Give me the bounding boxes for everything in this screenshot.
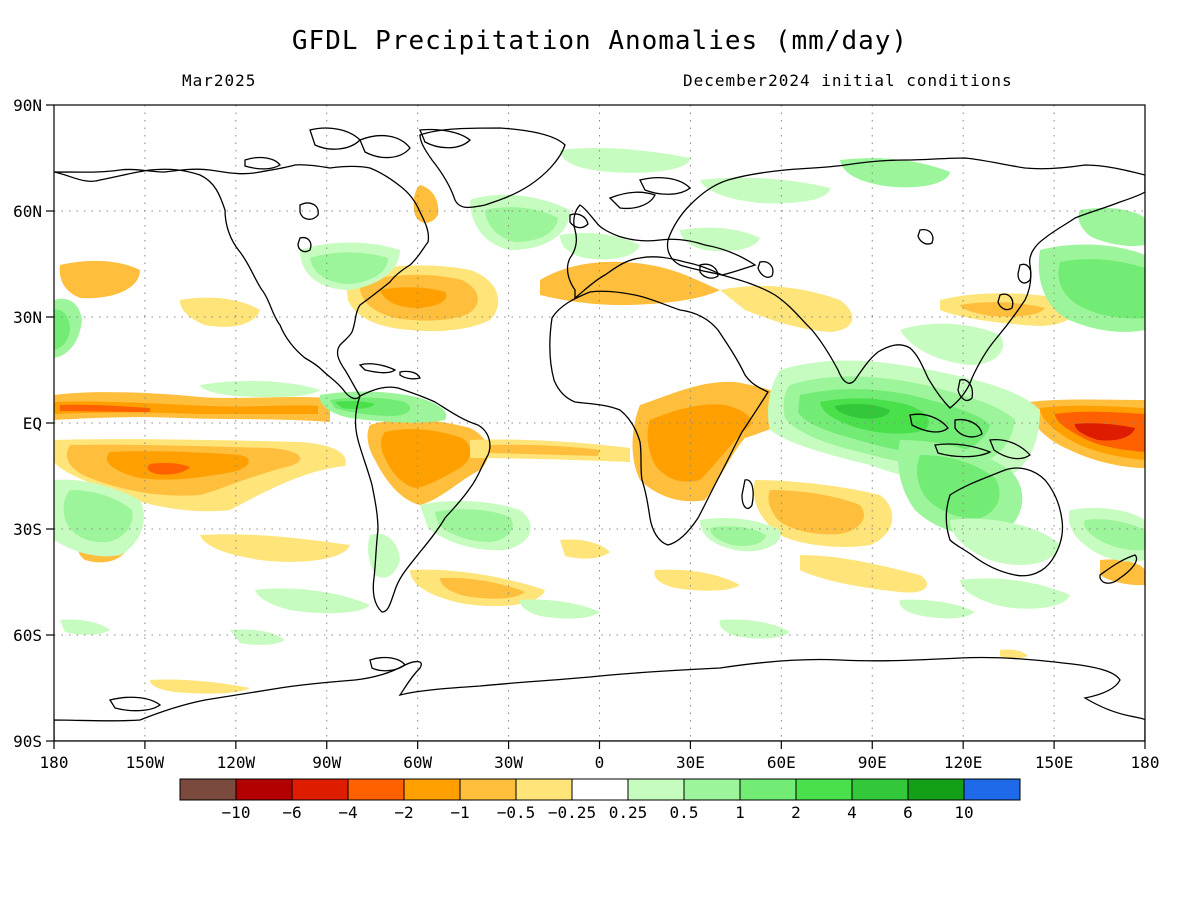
longitude-label: 180 [1131,753,1160,772]
longitude-label: 150E [1035,753,1074,772]
latitude-labels: 90N 60N 30N EQ 30S 60S 90S [13,96,54,751]
longitude-label: 90W [312,753,341,772]
coastline-asia [666,157,1145,409]
colorbar-swatch [179,778,237,801]
colorbar-label: 0.25 [609,803,648,822]
longitude-label: 30W [494,753,523,772]
longitude-label: 180 [40,753,69,772]
coastline-south-america [354,386,491,613]
longitude-label: 150W [126,753,165,772]
colorbar-swatch [347,778,405,801]
chart-title: GFDL Precipitation Anomalies (mm/day) [291,26,909,56]
colorbar-label: 0.5 [670,803,699,822]
colorbar-label: −1 [450,803,469,822]
colorbar-swatch [571,778,629,801]
wet-anomalies [54,147,1145,645]
colorbar-swatch [403,778,461,801]
colorbar-swatch [291,778,349,801]
colorbar-label: −10 [222,803,251,822]
longitude-labels: 180 150W 120W 90W 60W 30W 0 30E 60E 90E 120E 150E 18… [40,741,1160,772]
colorbar-swatch [963,778,1021,801]
colorbar-label: 4 [847,803,857,822]
longitude-label: 0 [595,753,605,772]
colorbar-label: −0.5 [497,803,536,822]
latitude-label: 90S [13,732,42,751]
colorbar-swatch [907,778,965,801]
colorbar: −10 −6 −4 −2 −1 −0.5 −0.25 0.25 0.5 1 2 4 6 10 [179,778,1021,822]
colorbar-swatch [235,778,293,801]
coastline-antarctica [54,656,1145,741]
longitude-label: 90E [858,753,887,772]
colorbar-label: 2 [791,803,801,822]
colorbar-label: 1 [735,803,745,822]
latitude-label: 30S [13,520,42,539]
colorbar-swatch [683,778,741,801]
colorbar-swatch [627,778,685,801]
coastline-africa [549,290,769,546]
colorbar-swatch [739,778,797,801]
colorbar-label: −6 [282,803,301,822]
latitude-label: 60S [13,626,42,645]
colorbar-swatch [459,778,517,801]
longitude-label: 60E [767,753,796,772]
coastline-north-america [54,164,430,400]
dry-anomalies [54,185,1145,694]
longitude-label: 60W [403,753,432,772]
longitude-label: 120E [944,753,983,772]
colorbar-label: 6 [903,803,913,822]
coastlines [54,127,1145,741]
colorbar-label: 10 [954,803,973,822]
longitude-label: 120W [217,753,256,772]
map-gridlines [54,105,1145,741]
longitude-label: 30E [676,753,705,772]
anomaly-field [54,147,1145,694]
coastline-australia [945,467,1064,577]
coastline-greenland [419,127,566,209]
colorbar-swatch [795,778,853,801]
latitude-label: 60N [13,202,42,221]
colorbar-swatch [851,778,909,801]
coastline-europe [566,204,757,300]
colorbar-label: −2 [394,803,413,822]
colorbar-label: −0.25 [548,803,596,822]
latitude-label: 30N [13,308,42,327]
colorbar-swatch [515,778,573,801]
colorbar-label: −4 [338,803,357,822]
initial-conditions-label: December2024 initial conditions [683,71,1013,90]
latitude-label: 90N [13,96,42,115]
valid-month-label: Mar2025 [182,71,257,90]
latitude-label: EQ [23,414,42,433]
